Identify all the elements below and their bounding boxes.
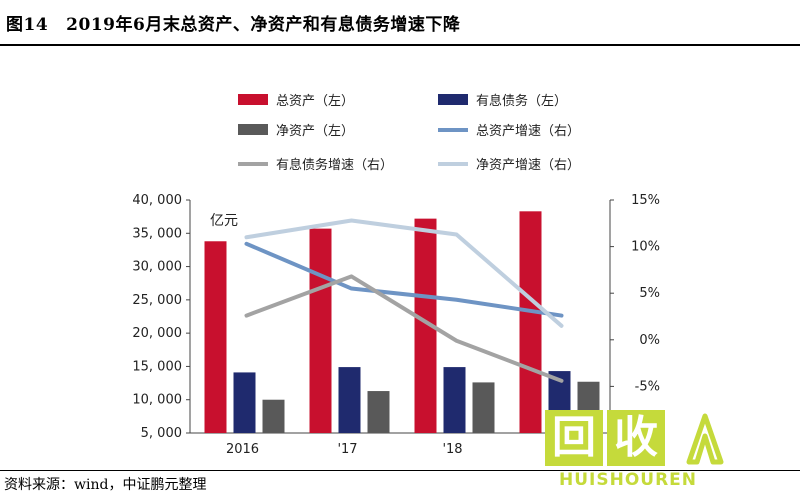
- left-axis-tick-label: 15, 000: [132, 359, 182, 374]
- watermark-glyph-1: 回: [552, 412, 596, 463]
- legend-label: 有息债务（左）: [476, 93, 567, 109]
- bar-net-assets: [367, 391, 390, 433]
- left-axis-tick-label: 25, 000: [132, 293, 182, 308]
- x-axis-tick-label: 2016: [226, 442, 259, 457]
- chart: 5, 000 10, 000 15, 000 20, 000 25, 000 30, 00…: [132, 93, 660, 457]
- right-axis-tick-label: 5%: [639, 286, 660, 301]
- right-axis-tick-label: 15%: [631, 193, 660, 208]
- legend-label: 净资产（左）: [276, 124, 354, 139]
- watermark-text: HUISHOUREN: [559, 470, 698, 490]
- line-interest-debt-growth: [244, 274, 564, 383]
- legend-label: 总资产增速（右）: [476, 124, 580, 139]
- legend-swatch: [238, 94, 268, 105]
- bar-interest-debt: [233, 372, 256, 433]
- figure-label: 图14: [6, 15, 49, 35]
- right-axis-tick-label: -5%: [635, 379, 660, 394]
- left-axis-tick-label: 20, 000: [132, 326, 182, 341]
- watermark: 回 收 HUISHOUREN: [545, 410, 725, 492]
- x-axis-tick-label: '17: [337, 442, 357, 457]
- bar-interest-debt: [338, 367, 361, 433]
- figure-title-text: 2019年6月末总资产、净资产和有息债务增速下降: [66, 15, 461, 35]
- left-axis-tick-label: 40, 000: [132, 193, 182, 208]
- legend-label: 净资产增速（右）: [476, 158, 580, 173]
- top-rule: [0, 44, 800, 46]
- line-net-assets-growth: [244, 218, 564, 328]
- bar-total-assets: [204, 241, 227, 433]
- left-axis-tick-label: 30, 000: [132, 260, 182, 275]
- line-total-assets-growth: [244, 241, 564, 318]
- bar-net-assets: [472, 382, 495, 433]
- left-axis-tick-label: 5, 000: [141, 426, 182, 441]
- bar-net-assets: [262, 399, 285, 433]
- legend-swatch: [238, 124, 268, 135]
- source-note: 资料来源：wind，中证鹏元整理: [4, 477, 207, 493]
- legend-label: 总资产（左）: [276, 94, 354, 109]
- legend-swatch: [438, 94, 468, 105]
- left-axis-tick-label: 35, 000: [132, 226, 182, 241]
- bar-total-assets: [414, 218, 437, 433]
- bar-total-assets: [309, 228, 332, 433]
- legend-label: 有息债务增速（右）: [276, 157, 393, 173]
- bar-interest-debt: [443, 367, 466, 433]
- right-axis-tick-label: 0%: [639, 333, 660, 348]
- watermark-tile-2: 收: [607, 410, 665, 466]
- left-axis-tick-label: 10, 000: [132, 393, 182, 408]
- bar-total-assets: [519, 211, 542, 433]
- figure-title: 图14 2019年6月末总资产、净资产和有息债务增速下降: [6, 10, 460, 35]
- watermark-person-icon: [686, 413, 724, 465]
- left-axis-unit: 亿元: [210, 213, 238, 229]
- x-axis-tick-label: '18: [442, 442, 462, 457]
- right-axis-tick-label: 10%: [631, 240, 660, 255]
- watermark-tile-1: 回: [545, 410, 603, 466]
- bottom-rule: [0, 470, 800, 471]
- watermark-glyph-2: 收: [614, 412, 658, 463]
